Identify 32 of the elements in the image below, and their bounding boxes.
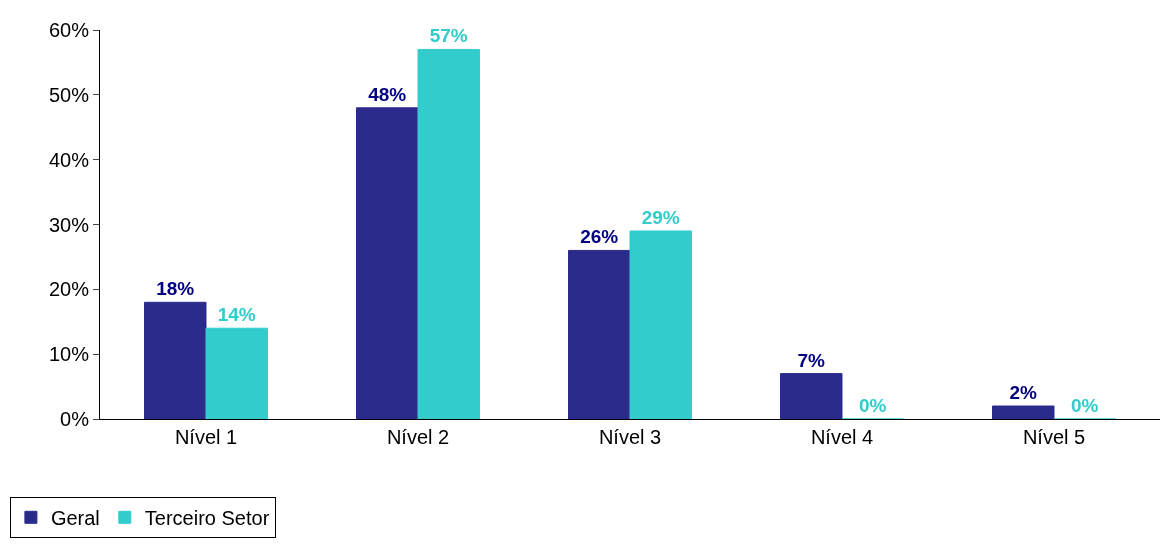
data-label: 48% (368, 83, 407, 105)
data-label: 7% (797, 349, 826, 371)
legend-label: Terceiro Setor (144, 507, 270, 530)
data-label: 57% (429, 25, 468, 47)
x-tick-label: Nível 3 (598, 426, 662, 448)
bar (780, 373, 843, 419)
legend-label: Geral (50, 507, 100, 530)
x-tick-label: Nível 4 (810, 426, 874, 448)
bar (144, 301, 207, 419)
data-label: 0% (858, 395, 887, 416)
x-tick-label: Nível 1 (174, 426, 238, 448)
y-tick-label: 30% (48, 213, 90, 236)
y-tick-label: 0% (60, 408, 90, 430)
bar (629, 230, 692, 419)
data-label: 2% (1009, 382, 1038, 404)
data-label: 29% (641, 206, 680, 228)
data-label: 0% (1070, 395, 1099, 416)
bar (356, 107, 419, 419)
y-tick-label: 40% (48, 148, 90, 171)
y-tick-label: 60% (48, 19, 90, 41)
x-tick-label: Nível 5 (1022, 426, 1086, 448)
bar (417, 48, 480, 419)
data-label: 18% (156, 278, 195, 300)
y-tick-label: 20% (48, 278, 90, 301)
bar (205, 327, 268, 419)
bar (568, 249, 631, 419)
bar (992, 405, 1055, 419)
data-label: 26% (580, 226, 619, 248)
y-tick-label: 10% (48, 343, 90, 366)
x-tick-label: Nível 2 (386, 426, 450, 448)
data-label: 14% (217, 304, 256, 326)
y-tick-label: 50% (48, 83, 90, 106)
